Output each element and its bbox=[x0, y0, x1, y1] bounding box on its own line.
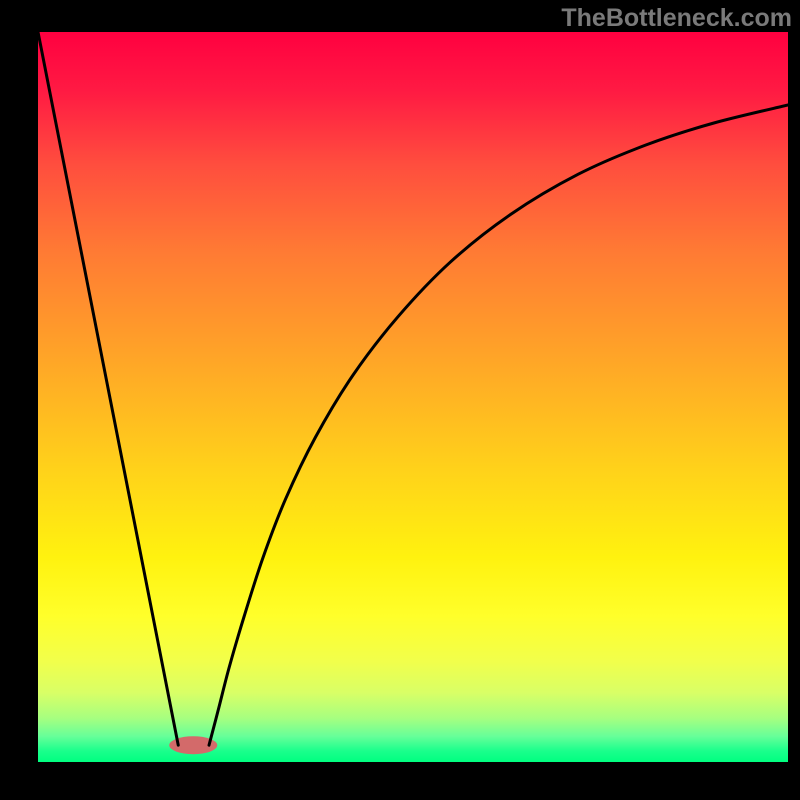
gradient-background bbox=[38, 32, 788, 762]
bottleneck-chart bbox=[38, 32, 788, 762]
watermark-text: TheBottleneck.com bbox=[561, 4, 792, 33]
chart-frame: TheBottleneck.com bbox=[0, 0, 800, 800]
